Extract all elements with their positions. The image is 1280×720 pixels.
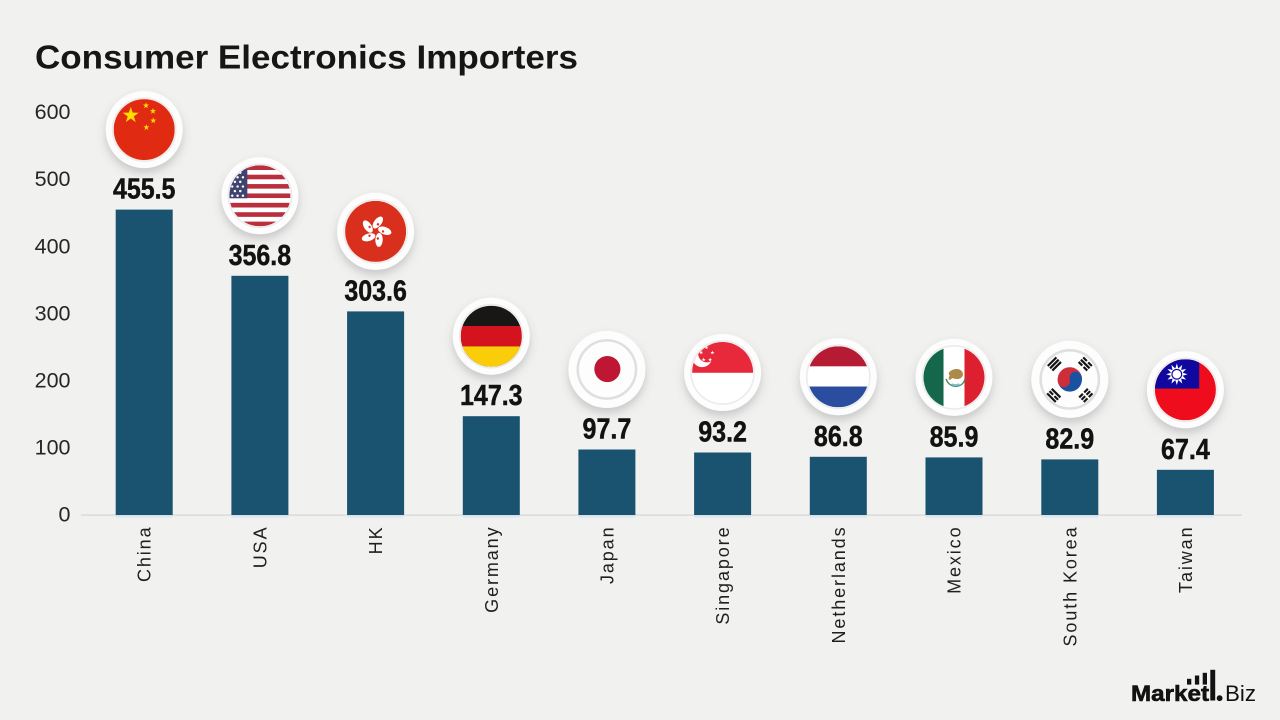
svg-text:China: China bbox=[135, 526, 155, 583]
svg-text:Netherlands: Netherlands bbox=[829, 526, 849, 644]
svg-text:97.7: 97.7 bbox=[583, 414, 632, 446]
svg-text:147.3: 147.3 bbox=[460, 380, 523, 412]
svg-text:93.2: 93.2 bbox=[698, 417, 747, 449]
svg-text:400: 400 bbox=[35, 234, 71, 258]
svg-text:86.8: 86.8 bbox=[814, 421, 863, 453]
svg-text:HK: HK bbox=[366, 526, 386, 555]
svg-text:Germany: Germany bbox=[482, 526, 502, 613]
svg-text:85.9: 85.9 bbox=[930, 421, 979, 453]
svg-text:Singapore: Singapore bbox=[713, 526, 733, 625]
svg-text:Japan: Japan bbox=[597, 526, 617, 585]
svg-text:0: 0 bbox=[59, 503, 71, 527]
svg-text:200: 200 bbox=[35, 368, 71, 392]
svg-text:67.4: 67.4 bbox=[1161, 434, 1210, 466]
svg-text:USA: USA bbox=[250, 526, 270, 569]
svg-text:Biz: Biz bbox=[1225, 681, 1256, 706]
svg-text:Taiwan: Taiwan bbox=[1176, 526, 1196, 593]
svg-text:500: 500 bbox=[35, 167, 71, 191]
svg-text:356.8: 356.8 bbox=[229, 240, 292, 272]
svg-text:300: 300 bbox=[35, 301, 71, 325]
svg-text:455.5: 455.5 bbox=[113, 174, 176, 206]
svg-text:600: 600 bbox=[35, 100, 71, 124]
svg-text:Market: Market bbox=[1131, 681, 1210, 706]
svg-text:South Korea: South Korea bbox=[1060, 526, 1080, 647]
svg-text:Consumer Electronics Importers: Consumer Electronics Importers bbox=[35, 40, 578, 77]
svg-text:303.6: 303.6 bbox=[344, 275, 407, 307]
svg-text:82.9: 82.9 bbox=[1045, 423, 1094, 455]
svg-text:100: 100 bbox=[35, 435, 71, 459]
svg-text:Mexico: Mexico bbox=[945, 526, 965, 594]
